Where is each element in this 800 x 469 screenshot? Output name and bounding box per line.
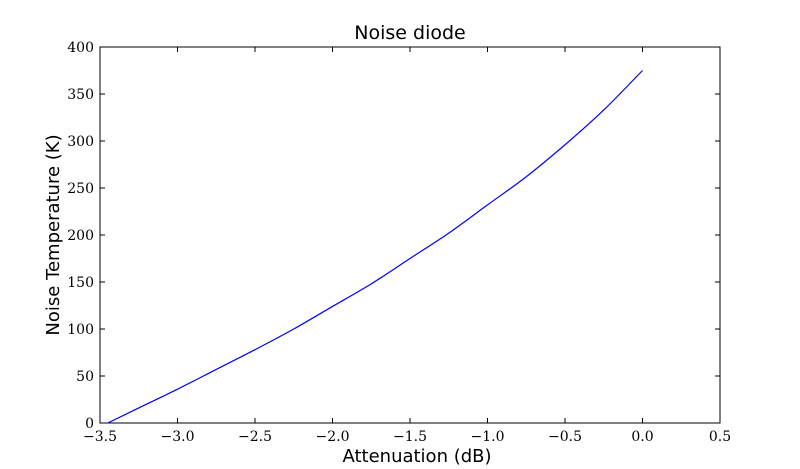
y-axis: 0 50 100 150 200 250 300 350 400 [67, 40, 720, 432]
series-line [107, 70, 643, 424]
x-axis-label: Attenuation (dB) [342, 446, 491, 467]
x-axis: −3.5 −3.0 −2.5 −2.0 −1.5 −1.0 −0.5 0.0 0.5 [83, 47, 731, 445]
y-tick-label: 200 [67, 228, 94, 244]
plot-area: −3.5 −3.0 −2.5 −2.0 −1.5 −1.0 −0.5 0.0 0.5 0 50 10… [67, 40, 731, 445]
x-tick-label: −0.5 [548, 429, 582, 445]
y-tick-label: 250 [67, 181, 94, 197]
x-tick-label: −1.5 [393, 429, 427, 445]
x-tick-label: 0.5 [709, 429, 731, 445]
y-tick-label: 50 [76, 369, 94, 385]
x-tick-label: −3.5 [83, 429, 117, 445]
y-tick-label: 100 [67, 322, 94, 338]
chart-title: Noise diode [354, 22, 465, 44]
y-tick-label: 150 [67, 275, 94, 291]
y-tick-label: 0 [85, 416, 94, 432]
x-tick-label: −3.0 [161, 429, 195, 445]
x-tick-label: 0.0 [631, 429, 653, 445]
series-layer [107, 70, 643, 424]
y-tick-label: 350 [67, 87, 94, 103]
y-axis-label: Noise Temperature (K) [43, 134, 64, 335]
y-tick-label: 400 [67, 40, 94, 56]
x-tick-label: −2.5 [238, 429, 272, 445]
y-tick-label: 300 [67, 134, 94, 150]
x-tick-label: −2.0 [316, 429, 350, 445]
x-tick-label: −1.0 [471, 429, 505, 445]
plot-frame [99, 46, 721, 424]
